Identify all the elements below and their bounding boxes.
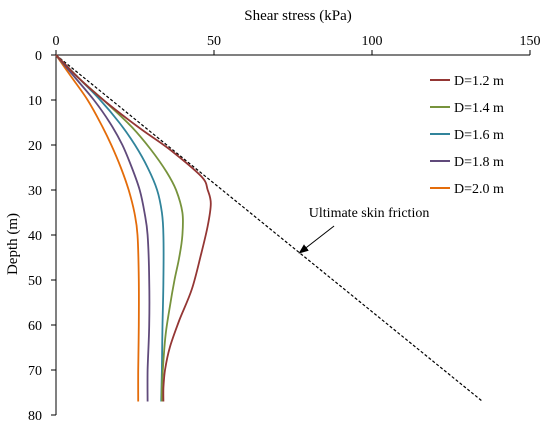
series-line-d-1-2-m [55, 54, 212, 402]
y-tick-label: 0 [35, 49, 42, 64]
series-line-d-2-0-m [55, 54, 140, 402]
legend-label-d-1-6-m: D=1.6 m [454, 128, 504, 143]
x-tick-label: 0 [53, 34, 60, 49]
y-axis-ticks: 0 10 20 30 40 50 60 70 80 [28, 49, 56, 424]
series-group [55, 54, 212, 402]
y-tick-label: 50 [28, 274, 42, 289]
annotation-label: Ultimate skin friction [309, 206, 430, 221]
y-tick-label: 30 [28, 184, 42, 199]
annotation-arrow [298, 225, 335, 254]
x-tick-label: 100 [362, 34, 383, 49]
x-axis-ticks: 0 50 100 150 [53, 34, 541, 55]
x-axis-title: Shear stress (kPa) [244, 8, 351, 24]
reference-line-ultimate-skin-friction [55, 54, 483, 402]
y-tick-label: 20 [28, 139, 42, 154]
x-tick-label: 150 [520, 34, 541, 49]
series-line-d-1-4-m [55, 54, 184, 402]
y-tick-label: 80 [28, 409, 42, 424]
y-tick-label: 60 [28, 319, 42, 334]
legend-label-d-2-0-m: D=2.0 m [454, 182, 504, 197]
y-tick-label: 70 [28, 364, 42, 379]
series-line-d-1-8-m [55, 54, 151, 402]
reference-line-group [55, 54, 483, 402]
series-line-d-1-6-m [55, 54, 165, 402]
legend: D=1.2 m D=1.4 m D=1.6 m D=1.8 m D=2.0 m [430, 74, 504, 197]
legend-label-d-1-8-m: D=1.8 m [454, 155, 504, 170]
x-tick-label: 50 [207, 34, 221, 49]
legend-label-d-1-4-m: D=1.4 m [454, 101, 504, 116]
y-tick-label: 40 [28, 229, 42, 244]
annotation-group: Ultimate skin friction [298, 206, 430, 254]
y-tick-label: 10 [28, 94, 42, 109]
y-axis-title: Depth (m) [5, 213, 21, 275]
legend-label-d-1-2-m: D=1.2 m [454, 74, 504, 89]
